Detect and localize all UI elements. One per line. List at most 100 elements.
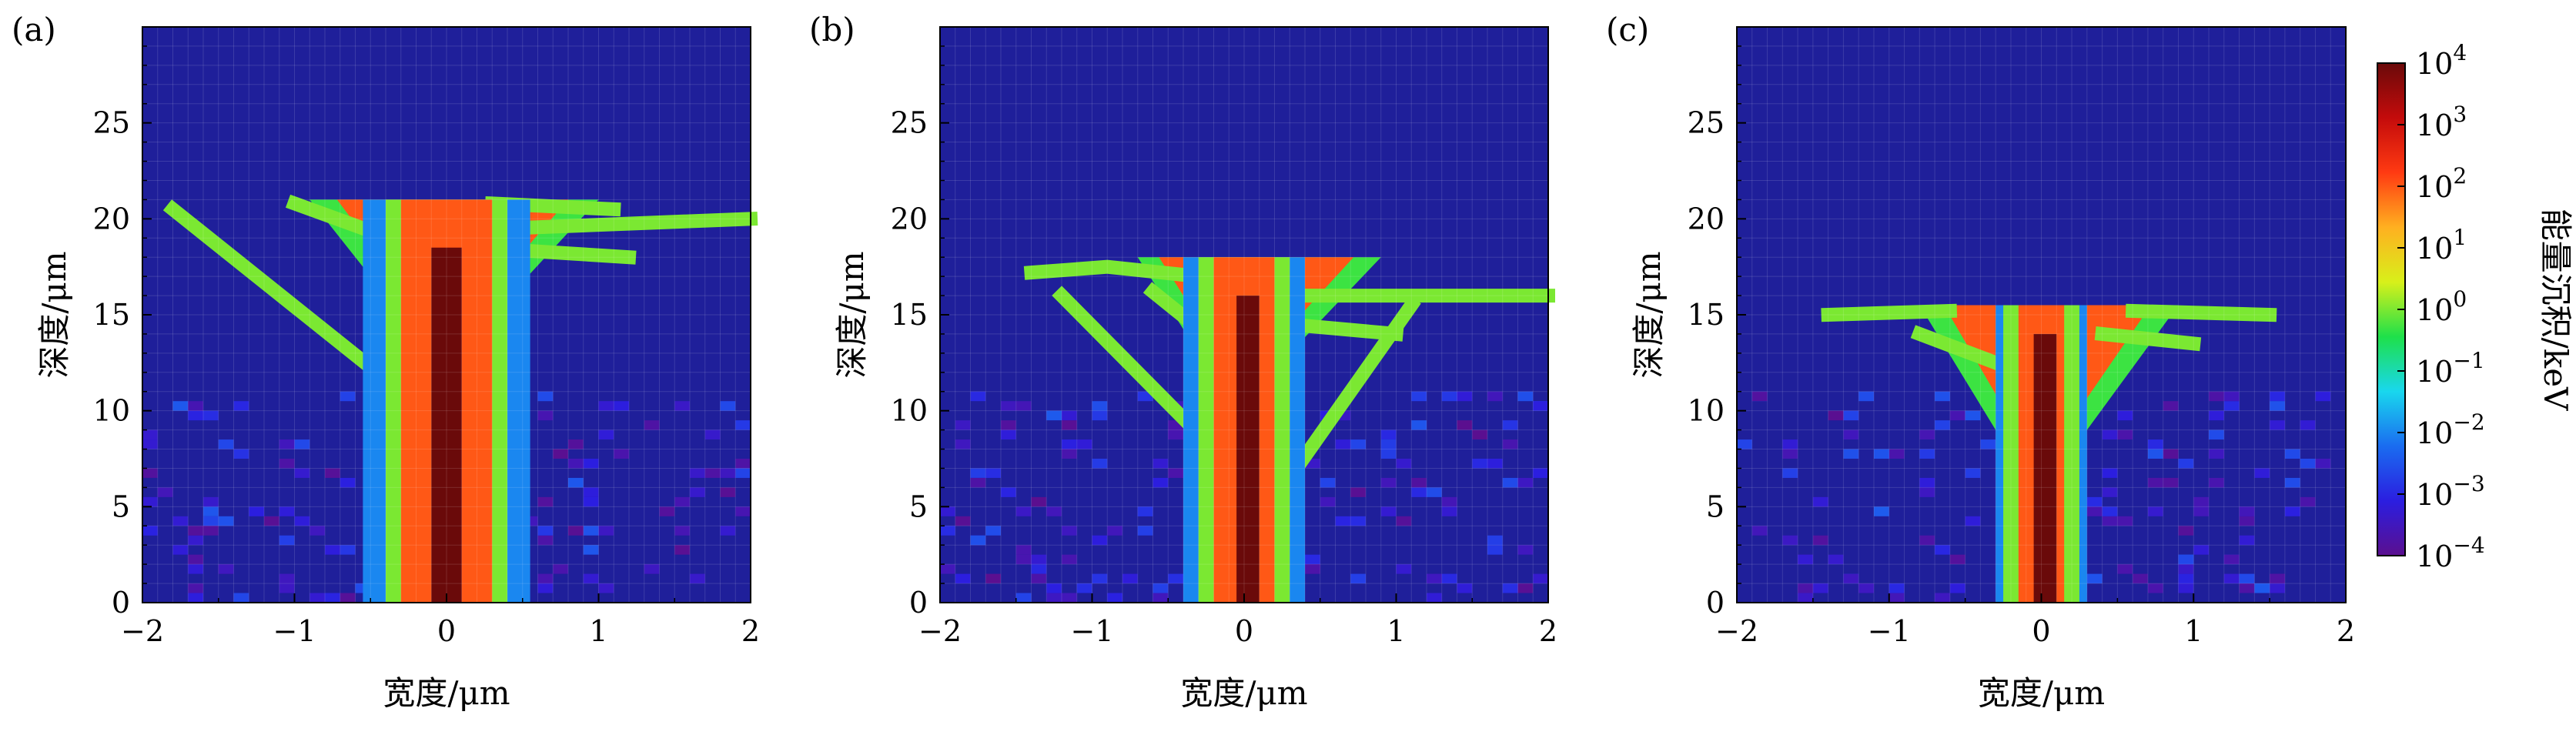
heatmap-cell [2239,506,2255,516]
heatmap-cell [1502,583,1518,593]
heatmap-cell [1062,593,1077,603]
heatmap-cell [1502,439,1518,449]
x-tick-label: 2 [1539,614,1557,648]
heatmap-cell [985,573,1001,584]
heatmap-cell [1873,506,1889,516]
heatmap-cell [1737,439,1752,449]
heatmap-cell [2147,583,2163,593]
heatmap-cell [2239,583,2255,593]
x-tick-label: −2 [1715,614,1758,648]
heatmap-cell [1935,545,1950,555]
heatmap-cell [2178,564,2194,574]
heatmap-cell [1380,506,1397,516]
heatmap-cell [1062,420,1077,430]
heatmap-cell [1441,506,1457,516]
heatmap-cell [1843,410,1859,421]
heatmap-cell [1919,429,1935,440]
heatmap-cell [1487,459,1503,469]
heatmap-cell [1828,554,1844,565]
heatmap-cell [309,593,325,603]
heatmap-cell [690,487,705,497]
heatmap-cell [735,459,751,469]
heatmap-cell [203,516,219,526]
heatmap-cell [1427,593,1442,603]
heatmap-cell [1812,535,1828,546]
heatmap-cell [644,420,660,430]
heatmap-cell [1001,487,1016,497]
colorbar: 104 103 102 101 100 10−1 10−2 10−3 10−4 能量沉积/keV [2377,40,2574,573]
heatmap-cell [583,487,599,497]
heatmap-cell [2270,391,2285,402]
heatmap-cell [2086,573,2103,584]
heatmap-cell [970,535,986,546]
heatmap-cell [2223,391,2240,402]
heatmap-cell [1472,459,1487,469]
heatmap-cell [553,564,568,574]
heatmap-cell [1517,545,1534,555]
heatmap-cell [2117,410,2133,421]
colorbar-tick-label: 10−4 [2416,533,2485,573]
heatmap-cell [2117,516,2133,526]
heatmap-cell [2284,506,2300,516]
heatmap-cell [2284,477,2300,488]
heatmap-cell [1873,449,1889,459]
heatmap-cell [1949,583,1965,593]
colorbar-tick-label: 10−2 [2416,409,2485,450]
heatmap-cell [279,439,295,449]
heatmap-cell [294,439,310,449]
heatmap-cell [1782,449,1798,459]
secondary-track [1910,325,2005,372]
x-tick-label: 0 [2032,614,2050,648]
heatmap-cell [1441,391,1457,402]
heatmap-cell [704,468,721,478]
heatmap-cell [2178,554,2194,565]
heatmap-cell [1062,526,1077,536]
trunk-band [431,247,462,603]
panel-label: (c) [1606,11,1649,48]
heatmap-cell [188,593,203,603]
y-tick-label: 10 [891,394,928,428]
x-tick-label: 1 [589,614,607,648]
heatmap-cell [2086,506,2103,516]
heatmap-cell [1798,554,1813,565]
heatmap-cell [583,526,599,536]
heatmap-cell [583,496,599,507]
heatmap-cell [325,593,340,603]
heatmap-cell [1843,573,1859,584]
colorbar-tick-label: 10−3 [2416,471,2485,512]
x-axis-title: 宽度/μm [1978,674,2105,712]
heatmap-cell [1350,439,1366,449]
colorbar-tick-label: 10−1 [2416,348,2485,389]
heatmap-cell [188,410,203,421]
heatmap-cell [2270,583,2285,593]
x-tick-label: −2 [121,614,164,648]
heatmap-cell [2102,429,2118,440]
heatmap-cell [537,526,554,536]
heatmap-cell [2147,449,2163,459]
trunk-band [1236,296,1260,603]
heatmap-cell [1350,516,1366,526]
x-tick-label: −1 [1070,614,1113,648]
heatmap-cell [249,506,264,516]
y-tick-label: 15 [93,298,130,332]
heatmap-cell [1533,573,1548,584]
heatmap-cell [940,506,955,516]
colorbar-tick-label: 103 [2416,102,2467,142]
heatmap-cell [2193,496,2210,507]
heatmap-cell [1015,554,1032,565]
heatmap-cell [1380,477,1397,488]
heatmap-cell [1062,410,1077,421]
heatmap-cell [1798,583,1813,593]
heatmap-cell [2163,449,2179,459]
heatmap-cell [720,526,736,536]
heatmap-cell [309,526,325,536]
heatmap-cell [1076,583,1092,593]
heatmap-cell [279,535,295,546]
heatmap-cell [1858,391,1874,402]
heatmap-cell [1396,459,1412,469]
heatmap-cell [2239,535,2255,546]
